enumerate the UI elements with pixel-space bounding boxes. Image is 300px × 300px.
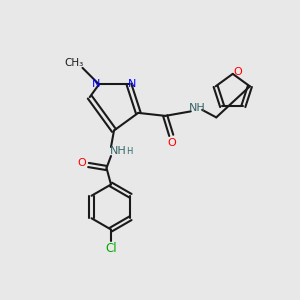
Text: N: N: [128, 80, 136, 89]
Text: H: H: [126, 147, 133, 156]
Text: NH: NH: [189, 103, 206, 113]
Text: NH: NH: [110, 146, 127, 157]
Text: O: O: [167, 138, 176, 148]
Text: Cl: Cl: [105, 242, 117, 256]
Text: N: N: [92, 80, 100, 89]
Text: O: O: [234, 68, 242, 77]
Text: CH₃: CH₃: [64, 58, 84, 68]
Text: O: O: [77, 158, 86, 169]
